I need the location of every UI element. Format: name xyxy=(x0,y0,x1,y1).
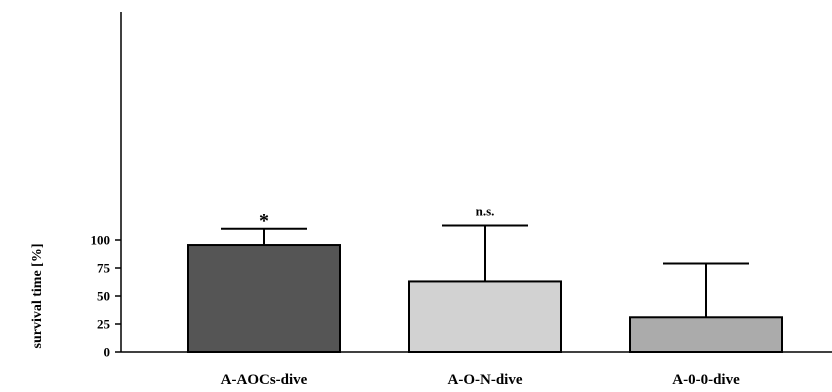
y-tick-label: 25 xyxy=(97,317,111,332)
annotation-2: n.s. xyxy=(476,203,495,218)
y-tick-label: 100 xyxy=(91,233,111,248)
y-tick-label: 75 xyxy=(97,261,111,276)
y-tick-label: 50 xyxy=(97,289,110,304)
y-ticks-layer: 0 25 50 75 100 xyxy=(91,233,121,360)
annotations-layer: * n.s. xyxy=(259,203,494,231)
bar-3 xyxy=(629,316,783,353)
category-labels-layer: A-AOCs-dive A-O-N-dive A-0-0-dive xyxy=(221,372,740,388)
category-label-1: A-AOCs-dive xyxy=(221,372,308,388)
category-label-2: A-O-N-dive xyxy=(448,372,523,388)
error-bars-layer xyxy=(221,224,749,318)
bar-1 xyxy=(187,244,341,353)
bar-2 xyxy=(408,280,562,353)
annotation-1: * xyxy=(259,210,269,232)
category-label-3: A-0-0-dive xyxy=(672,372,740,388)
y-tick-label: 0 xyxy=(104,345,111,360)
y-axis-title: survival time [%] xyxy=(30,244,45,349)
